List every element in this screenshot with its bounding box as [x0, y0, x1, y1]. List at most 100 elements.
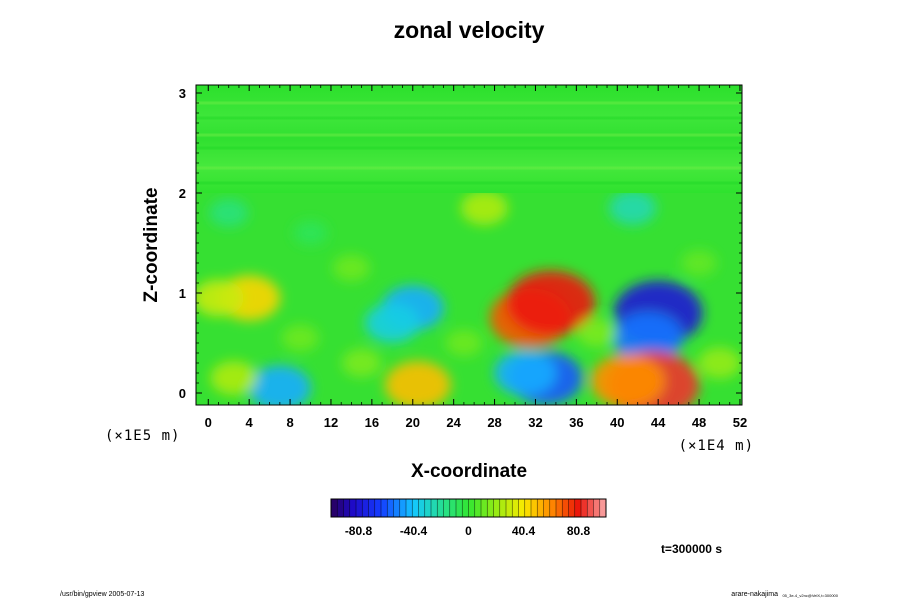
- colorbar-swatch: [393, 499, 401, 517]
- x-tick-label: 0: [205, 415, 212, 430]
- colorbar-swatch: [574, 499, 582, 517]
- x-tick-label: 20: [406, 415, 420, 430]
- colorbar-swatch: [531, 499, 538, 517]
- colorbar-swatch: [506, 499, 513, 517]
- colorbar-swatch: [581, 499, 588, 517]
- colorbar-swatch: [443, 499, 451, 517]
- colorbar: [330, 498, 607, 518]
- colorbar-swatch: [474, 499, 482, 517]
- colorbar-swatch: [387, 499, 394, 517]
- footer-left: /usr/bin/gpview 2005-07-13: [60, 591, 145, 598]
- y-tick-label: 1: [179, 286, 186, 301]
- heatmap-upper-layer: [196, 85, 742, 193]
- colorbar-swatch: [481, 499, 488, 517]
- velocity-feature: [365, 303, 420, 343]
- x-tick-label: 32: [528, 415, 542, 430]
- velocity-feature: [577, 318, 617, 348]
- colorbar-swatch: [562, 499, 569, 517]
- upper-layer-stripe: [196, 116, 742, 120]
- colorbar-swatch: [337, 499, 344, 517]
- colorbar-swatch: [406, 499, 413, 517]
- colorbar-swatch: [437, 499, 444, 517]
- x-tick-label: 4: [246, 415, 254, 430]
- colorbar-frame: [330, 498, 607, 518]
- velocity-feature: [506, 270, 596, 336]
- velocity-feature: [609, 191, 657, 225]
- x-tick-label: 16: [365, 415, 379, 430]
- colorbar-swatch: [412, 499, 419, 517]
- colorbar-swatch: [381, 499, 388, 517]
- velocity-feature: [494, 350, 557, 396]
- velocity-feature: [293, 220, 328, 246]
- colorbar-label: -80.8: [345, 524, 373, 538]
- colorbar-swatch: [587, 499, 594, 517]
- colorbar-swatch: [449, 499, 457, 517]
- colorbar-swatch: [349, 499, 357, 517]
- x-tick-label: 12: [324, 415, 338, 430]
- x-tick-label: 8: [286, 415, 293, 430]
- x-tick-label: 44: [651, 415, 666, 430]
- velocity-feature: [460, 191, 508, 225]
- colorbar-swatch: [468, 499, 476, 517]
- velocity-feature: [590, 354, 665, 405]
- x-tick-label: 48: [692, 415, 706, 430]
- colorbar-label: 80.8: [567, 524, 591, 538]
- colorbar-label: 40.4: [512, 524, 536, 538]
- velocity-feature: [445, 329, 483, 357]
- colorbar-swatch: [456, 499, 463, 517]
- heatmap-lower-layer: [196, 191, 742, 405]
- x-tick-label: 24: [446, 415, 461, 430]
- y-scale-note: (×1E5 m): [105, 428, 180, 444]
- upper-layer-band: [196, 85, 742, 193]
- plot-frame: [195, 84, 743, 406]
- y-tick-label: 0: [179, 386, 186, 401]
- y-axis-label: Z-coordinate: [141, 187, 162, 302]
- colorbar-label: 0: [465, 524, 472, 538]
- y-tick-label: 2: [179, 186, 186, 201]
- velocity-feature: [697, 347, 742, 379]
- upper-layer-stripe: [196, 101, 742, 105]
- colorbar-swatch: [356, 499, 363, 517]
- colorbar-swatch: [418, 499, 426, 517]
- x-tick-label: 40: [610, 415, 624, 430]
- x-tick-label: 28: [487, 415, 501, 430]
- colorbar-swatch: [556, 499, 563, 517]
- colorbar-swatch: [424, 499, 432, 517]
- colorbar-swatch: [537, 499, 544, 517]
- colorbar-swatch: [593, 499, 601, 517]
- colorbar-swatch: [599, 499, 607, 517]
- colorbar-swatch: [512, 499, 519, 517]
- colorbar-swatch: [343, 499, 351, 517]
- colorbar-swatch: [331, 499, 338, 517]
- upper-layer-stripe: [196, 181, 742, 185]
- velocity-feature: [681, 250, 717, 276]
- colorbar-swatch: [549, 499, 557, 517]
- velocity-feature: [341, 348, 382, 378]
- x-tick-label: 52: [733, 415, 747, 430]
- velocity-feature: [209, 198, 249, 228]
- colorbar-swatch: [374, 499, 382, 517]
- colorbar-label: -40.4: [400, 524, 428, 538]
- velocity-feature: [210, 361, 258, 395]
- velocity-feature: [613, 312, 683, 364]
- x-axis-ticks: 0 4 8 12 16 20 24 28 32 36 40 44 48 52: [205, 85, 747, 430]
- colorbar-swatch: [543, 499, 551, 517]
- x-scale-note: (×1E4 m): [679, 438, 754, 454]
- plot-area: [196, 85, 742, 405]
- chart-title: zonal velocity: [394, 17, 545, 43]
- colorbar-swatch: [368, 499, 376, 517]
- footer-right-main: arare-nakajima: [731, 591, 778, 598]
- x-axis-label: X-coordinate: [411, 461, 527, 482]
- footer-right: arare-nakajima 05_3e-4_v2nc@VelX,t=30000…: [731, 583, 838, 600]
- colorbar-swatch: [568, 499, 576, 517]
- upper-layer-stripe: [196, 166, 742, 170]
- velocity-feature: [384, 361, 451, 405]
- colorbar-swatch: [487, 499, 494, 517]
- x-tick-label: 36: [569, 415, 583, 430]
- colorbar-swatch: [499, 499, 507, 517]
- colorbar-swatch: [462, 499, 469, 517]
- velocity-feature: [248, 365, 311, 405]
- colorbar-swatch: [524, 499, 532, 517]
- velocity-feature: [281, 324, 319, 352]
